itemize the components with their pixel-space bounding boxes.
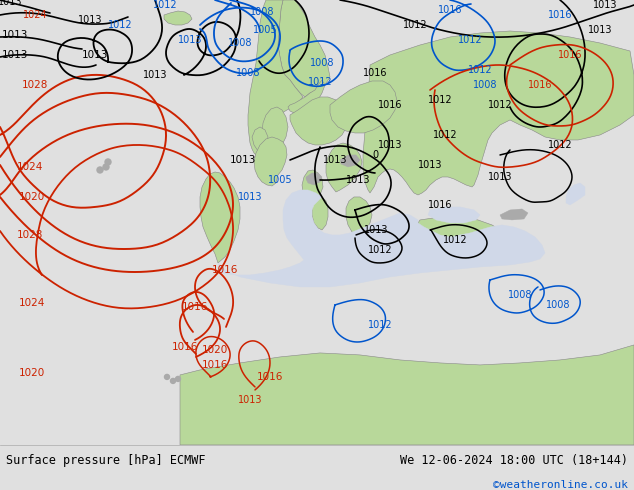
Polygon shape bbox=[312, 197, 328, 230]
Text: 1008: 1008 bbox=[473, 80, 497, 90]
Polygon shape bbox=[262, 107, 288, 153]
Text: 1013: 1013 bbox=[82, 50, 108, 60]
Text: 1013: 1013 bbox=[2, 30, 28, 40]
Polygon shape bbox=[566, 183, 585, 205]
Text: 1013: 1013 bbox=[323, 155, 347, 165]
Text: 1013: 1013 bbox=[238, 395, 262, 405]
Text: 1012: 1012 bbox=[403, 20, 427, 30]
Text: 1016: 1016 bbox=[202, 360, 228, 370]
Text: 1013: 1013 bbox=[143, 70, 167, 80]
Text: 1016: 1016 bbox=[428, 200, 452, 210]
Text: 1013: 1013 bbox=[488, 172, 512, 182]
Text: 1024: 1024 bbox=[17, 162, 43, 172]
Text: 1013: 1013 bbox=[588, 25, 612, 35]
Polygon shape bbox=[500, 209, 528, 220]
Text: 1012: 1012 bbox=[368, 320, 392, 330]
Text: 1012: 1012 bbox=[548, 140, 573, 150]
Text: 1016: 1016 bbox=[363, 68, 387, 78]
Text: 1008: 1008 bbox=[310, 58, 334, 68]
Text: 1016: 1016 bbox=[212, 265, 238, 275]
Polygon shape bbox=[418, 217, 502, 249]
Text: 1013: 1013 bbox=[2, 50, 28, 60]
Text: 1008: 1008 bbox=[546, 300, 570, 310]
Text: 1013: 1013 bbox=[178, 35, 202, 45]
Polygon shape bbox=[278, 0, 330, 97]
Polygon shape bbox=[252, 127, 268, 151]
Polygon shape bbox=[302, 170, 323, 203]
Text: 1016: 1016 bbox=[527, 80, 552, 90]
Text: 1008: 1008 bbox=[250, 7, 275, 17]
Text: 1016: 1016 bbox=[182, 302, 208, 312]
Text: 1016: 1016 bbox=[437, 5, 462, 15]
Polygon shape bbox=[288, 80, 325, 113]
Text: 1020: 1020 bbox=[19, 368, 45, 378]
Text: 1008: 1008 bbox=[508, 290, 533, 300]
Text: We 12-06-2024 18:00 UTC (18+144): We 12-06-2024 18:00 UTC (18+144) bbox=[399, 454, 628, 467]
Text: 1013: 1013 bbox=[238, 192, 262, 202]
Text: 1008: 1008 bbox=[236, 68, 260, 78]
Circle shape bbox=[171, 378, 176, 384]
Polygon shape bbox=[254, 137, 287, 186]
Text: 1012: 1012 bbox=[443, 235, 467, 245]
Text: 1013: 1013 bbox=[78, 15, 102, 25]
Text: 1012: 1012 bbox=[108, 20, 133, 30]
Text: 1013: 1013 bbox=[0, 0, 22, 7]
Text: Surface pressure [hPa] ECMWF: Surface pressure [hPa] ECMWF bbox=[6, 454, 206, 467]
Text: 1020: 1020 bbox=[19, 192, 45, 202]
Text: 1012: 1012 bbox=[468, 65, 493, 75]
Circle shape bbox=[176, 376, 181, 381]
Polygon shape bbox=[306, 173, 322, 185]
Text: 1013: 1013 bbox=[364, 225, 388, 235]
Polygon shape bbox=[326, 143, 362, 192]
Polygon shape bbox=[346, 197, 372, 236]
Polygon shape bbox=[363, 31, 634, 195]
Text: 1016: 1016 bbox=[378, 100, 402, 110]
Polygon shape bbox=[428, 207, 480, 223]
Text: 1013: 1013 bbox=[593, 0, 618, 10]
Text: 1012: 1012 bbox=[488, 100, 512, 110]
Polygon shape bbox=[180, 345, 634, 445]
Text: 1013: 1013 bbox=[230, 155, 256, 165]
Circle shape bbox=[103, 164, 109, 170]
Text: 1024: 1024 bbox=[19, 298, 45, 308]
Polygon shape bbox=[340, 155, 360, 167]
Polygon shape bbox=[200, 172, 240, 263]
Polygon shape bbox=[218, 190, 545, 287]
Text: 1012: 1012 bbox=[307, 77, 332, 87]
Polygon shape bbox=[290, 97, 348, 145]
Circle shape bbox=[105, 159, 111, 165]
Text: 1005: 1005 bbox=[268, 175, 292, 185]
Text: 1013: 1013 bbox=[418, 160, 443, 170]
Polygon shape bbox=[248, 0, 303, 155]
Polygon shape bbox=[330, 81, 397, 133]
Text: 1028: 1028 bbox=[22, 80, 48, 90]
Circle shape bbox=[164, 374, 169, 379]
Text: 1024: 1024 bbox=[23, 10, 48, 20]
Text: 1013: 1013 bbox=[378, 140, 402, 150]
Text: 1005: 1005 bbox=[253, 25, 277, 35]
Text: 1012: 1012 bbox=[153, 0, 178, 10]
Text: ©weatheronline.co.uk: ©weatheronline.co.uk bbox=[493, 480, 628, 490]
Text: 1016: 1016 bbox=[548, 10, 573, 20]
Text: 1013: 1013 bbox=[346, 175, 370, 185]
Text: 1020: 1020 bbox=[202, 345, 228, 355]
Text: 1012: 1012 bbox=[428, 95, 452, 105]
Polygon shape bbox=[164, 11, 192, 25]
Text: 1012: 1012 bbox=[432, 130, 457, 140]
Text: 1012: 1012 bbox=[368, 245, 392, 255]
Text: 1016: 1016 bbox=[558, 50, 582, 60]
Text: 1016: 1016 bbox=[172, 342, 198, 352]
Text: 1012: 1012 bbox=[458, 35, 482, 45]
Text: 1016: 1016 bbox=[257, 372, 283, 382]
Text: 0: 0 bbox=[372, 150, 378, 160]
Text: 1008: 1008 bbox=[228, 38, 252, 48]
Circle shape bbox=[97, 167, 103, 173]
Text: 1028: 1028 bbox=[17, 230, 43, 240]
